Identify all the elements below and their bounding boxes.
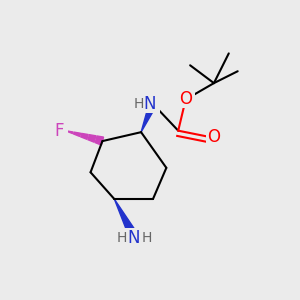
Polygon shape <box>206 128 222 145</box>
Text: F: F <box>55 122 64 140</box>
Polygon shape <box>95 136 103 145</box>
Polygon shape <box>74 132 81 137</box>
Polygon shape <box>66 131 73 134</box>
Polygon shape <box>114 228 147 247</box>
Polygon shape <box>141 102 157 132</box>
Polygon shape <box>81 134 88 139</box>
Text: H: H <box>117 231 127 245</box>
Text: O: O <box>207 128 220 146</box>
Polygon shape <box>177 91 195 108</box>
Text: H: H <box>134 97 144 111</box>
Polygon shape <box>50 122 68 139</box>
Text: O: O <box>179 91 192 109</box>
Polygon shape <box>114 199 134 232</box>
Text: N: N <box>128 229 140 247</box>
Polygon shape <box>88 135 96 142</box>
Polygon shape <box>140 95 160 113</box>
Text: H: H <box>142 231 152 245</box>
Text: N: N <box>144 95 156 113</box>
